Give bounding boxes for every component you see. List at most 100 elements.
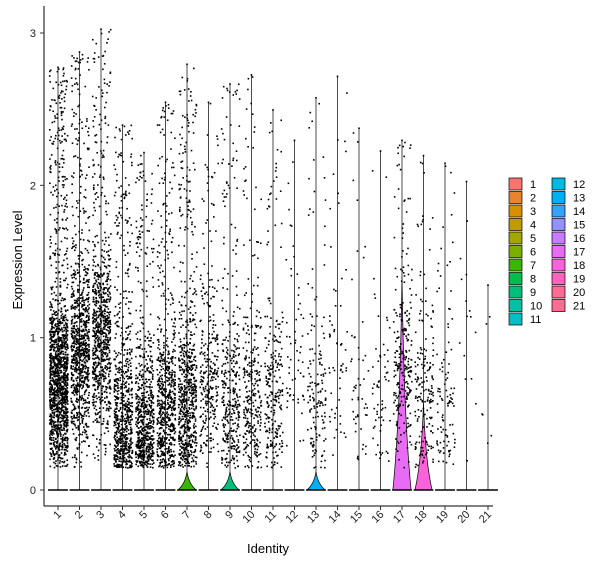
max-point-13 — [315, 96, 317, 99]
y-tick-label: 1 — [30, 333, 36, 345]
legend-key-16 — [551, 231, 566, 245]
legend-label-12: 12 — [573, 179, 585, 191]
legend-key-9 — [508, 285, 523, 299]
max-point-18 — [422, 154, 425, 157]
legend-key-12 — [551, 177, 566, 191]
violin-19 — [435, 162, 455, 491]
legend-key-19 — [551, 272, 566, 285]
max-point-7 — [186, 63, 188, 66]
x-tick-label: 11 — [263, 509, 280, 526]
legend-label-19: 19 — [573, 274, 585, 286]
violin-18 — [414, 154, 433, 491]
x-tick-label: 9 — [223, 509, 236, 522]
violin-14 — [327, 75, 348, 491]
x-tick-label: 12 — [283, 509, 300, 526]
x-tick-label: 7 — [180, 509, 193, 522]
x-tick-label: 21 — [477, 509, 494, 526]
max-point-11 — [272, 109, 274, 111]
max-point-9 — [229, 83, 231, 85]
x-tick-label: 1 — [51, 509, 64, 522]
legend-label-1: 1 — [530, 179, 536, 191]
legend-label-9: 9 — [530, 287, 536, 299]
legend-key-11 — [508, 312, 523, 326]
legend-label-13: 13 — [573, 193, 585, 205]
violin-15 — [349, 127, 369, 491]
violin-20 — [456, 180, 477, 491]
legend-label-3: 3 — [530, 206, 536, 218]
max-point-16 — [379, 150, 382, 152]
max-point-2 — [78, 51, 81, 53]
x-tick-label: 6 — [159, 509, 172, 522]
legend-label-2: 2 — [530, 193, 536, 205]
legend-label-5: 5 — [530, 233, 536, 245]
legend-key-3 — [508, 204, 523, 218]
max-point-6 — [164, 101, 167, 104]
legend-key-20 — [551, 285, 566, 299]
legend-key-2 — [508, 191, 523, 204]
legend-key-15 — [551, 218, 566, 231]
x-tick-label: 18 — [412, 509, 429, 526]
max-point-10 — [250, 74, 253, 76]
max-point-15 — [358, 127, 360, 130]
y-axis-title: Expression Level — [10, 210, 25, 309]
violin-13 — [305, 96, 327, 491]
legend-label-8: 8 — [530, 274, 536, 286]
x-tick-label: 13 — [305, 509, 322, 526]
violins-layer — [48, 28, 498, 491]
max-point-3 — [100, 28, 102, 31]
legend-key-4 — [508, 218, 523, 231]
points-layer — [48, 28, 493, 469]
x-tick-label: 10 — [240, 509, 257, 526]
x-tick-label: 8 — [202, 509, 215, 522]
legend-label-10: 10 — [530, 301, 542, 313]
violin-17 — [392, 139, 412, 491]
legend-label-20: 20 — [573, 287, 585, 299]
max-point-8 — [207, 101, 210, 104]
legend-label-15: 15 — [573, 220, 585, 232]
x-tick-label: 19 — [434, 509, 451, 526]
legend-label-17: 17 — [573, 247, 585, 259]
x-tick-label: 16 — [369, 509, 386, 526]
max-point-21 — [487, 284, 489, 286]
legend-key-5 — [508, 231, 523, 245]
legend-label-11: 11 — [530, 314, 541, 326]
max-point-4 — [121, 124, 124, 126]
legend-key-8 — [508, 272, 523, 285]
legend-label-21: 21 — [573, 301, 585, 313]
max-point-5 — [143, 151, 145, 154]
legend-label-6: 6 — [530, 247, 536, 259]
legend-key-13 — [551, 191, 566, 204]
max-point-14 — [336, 75, 339, 78]
legend-key-17 — [551, 245, 566, 258]
legend-key-10 — [508, 299, 523, 312]
legend-label-16: 16 — [573, 233, 585, 245]
legend-label-4: 4 — [530, 220, 536, 232]
max-point-17 — [401, 139, 403, 142]
x-tick-label: 4 — [116, 509, 129, 522]
legend-key-7 — [508, 258, 523, 272]
legend-label-18: 18 — [573, 260, 585, 272]
x-tick-label: 17 — [391, 509, 408, 526]
legend-key-1 — [508, 177, 523, 191]
max-point-12 — [293, 139, 296, 142]
legend-key-21 — [551, 299, 566, 312]
legend-label-14: 14 — [573, 206, 585, 218]
y-tick-label: 2 — [30, 180, 36, 192]
violin-10 — [241, 74, 262, 491]
legend-label-7: 7 — [530, 260, 536, 272]
x-tick-label: 5 — [137, 509, 150, 522]
max-point-19 — [444, 162, 446, 165]
x-tick-label: 20 — [455, 509, 472, 526]
y-tick-label: 0 — [30, 485, 36, 497]
legend-key-18 — [551, 258, 566, 272]
x-tick-label: 15 — [348, 509, 365, 526]
x-tick-label: 2 — [73, 509, 86, 522]
max-point-1 — [57, 66, 59, 69]
y-tick-label: 3 — [30, 28, 36, 40]
x-tick-label: 14 — [326, 509, 343, 526]
x-tick-label: 3 — [94, 509, 107, 522]
max-point-20 — [465, 180, 468, 183]
legend-key-14 — [551, 204, 566, 218]
